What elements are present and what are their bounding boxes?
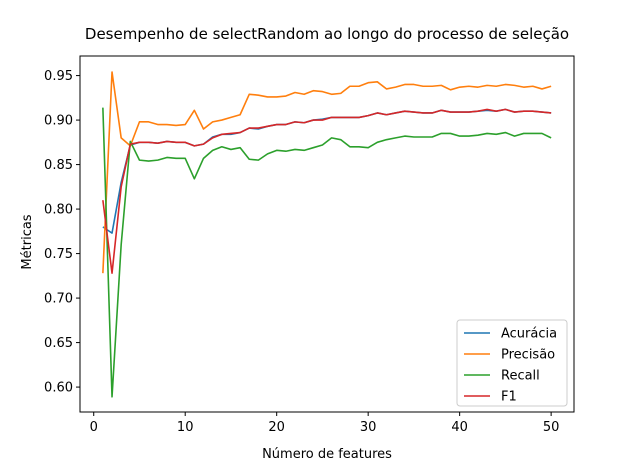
series-line-3 — [102, 108, 552, 274]
legend: Acurácia Precisão Recall F1 — [456, 319, 568, 407]
series-line-2 — [102, 107, 552, 398]
y-tick-label: 0.70 — [44, 292, 73, 307]
x-axis-title: Número de features — [262, 447, 392, 462]
legend-label-3: F1 — [501, 390, 517, 405]
y-tick-label: 0.60 — [44, 381, 73, 396]
x-axis: 0 10 20 30 40 50 — [90, 412, 560, 435]
y-axis-title: Métricas — [20, 214, 35, 269]
series-line-1 — [102, 71, 552, 274]
y-axis: 0.60 0.65 0.70 0.75 0.80 0.85 0.90 0.95 — [44, 69, 80, 396]
legend-box — [456, 319, 568, 407]
legend-label-1: Precisão — [501, 348, 555, 363]
y-tick-label: 0.75 — [44, 247, 73, 262]
legend-label-2: Recall — [501, 369, 540, 384]
series-line-0 — [102, 108, 552, 234]
plot-area — [102, 71, 552, 398]
x-tick-label: 40 — [451, 420, 468, 435]
y-tick-label: 0.90 — [44, 114, 73, 129]
y-tick-label: 0.95 — [44, 69, 73, 84]
x-tick-label: 50 — [543, 420, 560, 435]
x-tick-label: 0 — [90, 420, 98, 435]
y-tick-label: 0.85 — [44, 158, 73, 173]
legend-label-0: Acurácia — [501, 327, 557, 342]
x-tick-label: 30 — [360, 420, 377, 435]
x-tick-label: 20 — [268, 420, 285, 435]
x-tick-label: 10 — [177, 420, 194, 435]
y-tick-label: 0.65 — [44, 336, 73, 351]
axes-frame — [79, 55, 575, 413]
y-tick-label: 0.80 — [44, 203, 73, 218]
chart-title: Desempenho de selectRandom ao longo do p… — [85, 25, 569, 43]
